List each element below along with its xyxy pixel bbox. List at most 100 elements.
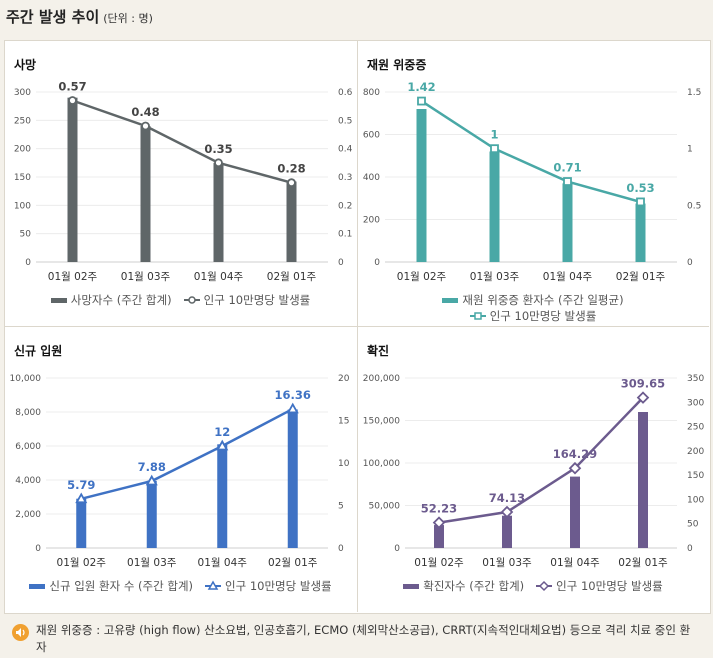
y-tick-label-left: 50 bbox=[20, 230, 32, 240]
bar bbox=[416, 109, 427, 262]
y-tick-label-left: 6,000 bbox=[15, 442, 41, 452]
y-tick-label-right: 350 bbox=[687, 374, 704, 384]
data-label: 7.88 bbox=[138, 460, 166, 474]
chart-svg-deaths: 0 50 100 150 200 250 300 0 0.1 0.2 0.3 0.4 0.5 0.6 01월… bbox=[14, 80, 353, 284]
bar bbox=[635, 203, 646, 262]
data-label: 0.53 bbox=[626, 181, 654, 195]
chart-title: 신규 입원 bbox=[14, 344, 63, 358]
bar bbox=[217, 444, 228, 548]
chart-legend: 신규 입원 환자 수 (주간 합계) 인구 10만명당 발생률 bbox=[4, 578, 357, 594]
y-tick-label-left: 0 bbox=[25, 258, 31, 268]
x-tick-label: 01월 04주 bbox=[198, 557, 248, 569]
y-tick-label-left: 200 bbox=[363, 216, 380, 226]
line-marker bbox=[286, 402, 299, 414]
y-tick-label-left: 10,000 bbox=[10, 374, 42, 384]
chart-title: 확진 bbox=[367, 344, 390, 358]
data-label: 1 bbox=[490, 128, 498, 142]
legend-bar-swatch bbox=[29, 583, 46, 589]
y-tick-label-right: 0.1 bbox=[338, 230, 352, 240]
data-label: 0.28 bbox=[277, 162, 305, 176]
legend-line-label: 인구 10만명당 발생률 bbox=[225, 579, 332, 593]
data-label: 0.57 bbox=[58, 80, 86, 94]
y-tick-label-right: 50 bbox=[687, 520, 699, 530]
y-tick-label-right: 150 bbox=[687, 471, 704, 481]
data-label: 5.79 bbox=[67, 478, 95, 492]
chart-legend: 확진자수 (주간 합계) 인구 10만명당 발생률 bbox=[357, 578, 709, 594]
y-tick-label-right: 0 bbox=[338, 544, 344, 554]
y-tick-label-right: 200 bbox=[687, 447, 704, 457]
y-tick-label-right: 0.4 bbox=[338, 145, 353, 155]
speaker-icon bbox=[12, 624, 29, 641]
chart-svg-critical: 0 200 400 600 800 0 0.5 1 1.5 01월 02주 01월 03주 01월 0… bbox=[363, 80, 702, 283]
y-tick-label-right: 300 bbox=[687, 398, 704, 408]
y-tick-label-left: 0 bbox=[394, 544, 400, 554]
legend-line-swatch bbox=[205, 580, 222, 591]
y-tick-label-right: 100 bbox=[687, 495, 704, 505]
y-tick-label-right: 250 bbox=[687, 423, 704, 433]
line-marker bbox=[636, 391, 650, 404]
x-tick-label: 01월 04주 bbox=[550, 557, 600, 569]
x-tick-label: 01월 04주 bbox=[194, 271, 244, 283]
legend-line: 인구 10만명당 발생률 bbox=[183, 292, 310, 308]
page-title: 주간 발생 추이 (단위 : 명) bbox=[6, 6, 153, 27]
bar bbox=[638, 412, 648, 548]
data-label: 1.42 bbox=[407, 80, 435, 94]
legend-line-swatch bbox=[469, 311, 486, 321]
x-tick-label: 01월 03주 bbox=[482, 557, 532, 569]
bar bbox=[434, 525, 444, 548]
bar bbox=[562, 183, 573, 262]
page-unit: (단위 : 명) bbox=[103, 12, 153, 25]
line-marker bbox=[500, 505, 514, 519]
legend-bar: 확진자수 (주간 합계) bbox=[403, 578, 524, 594]
line-marker bbox=[145, 474, 158, 486]
x-tick-label: 01월 02주 bbox=[414, 557, 464, 569]
y-tick-label-right: 5 bbox=[338, 502, 344, 512]
data-label: 74.13 bbox=[489, 491, 525, 505]
line-marker bbox=[75, 492, 88, 504]
bar bbox=[146, 480, 157, 548]
y-tick-label-left: 100,000 bbox=[363, 459, 400, 469]
line-marker bbox=[568, 461, 582, 475]
x-tick-label: 01월 02주 bbox=[48, 271, 98, 283]
y-tick-label-right: 1.5 bbox=[687, 88, 701, 98]
y-tick-label-right: 15 bbox=[338, 417, 349, 427]
y-tick-label-left: 50,000 bbox=[369, 502, 401, 512]
data-label: 16.36 bbox=[275, 388, 311, 402]
y-tick-label-right: 0 bbox=[687, 544, 693, 554]
data-label: 52.23 bbox=[421, 502, 457, 516]
chart-panel-critical: 재원 위중증 0 200 400 600 800 0 0.5 1 1.5 01월 02주 01월 0… bbox=[357, 40, 709, 326]
chart-panel-admissions: 신규 입원 0 2,000 4,000 6,000 8,000 10,000 0 5 10 15 2… bbox=[4, 326, 357, 612]
chart-panel-confirmed: 확진 0 50,000 100,000 150,000 200,000 0 50 100 150… bbox=[357, 326, 709, 612]
bar bbox=[76, 498, 87, 548]
legend-line: 인구 10만명당 발생률 bbox=[205, 578, 332, 594]
y-tick-label-right: 0.5 bbox=[338, 116, 352, 126]
bar bbox=[489, 151, 500, 262]
page-title-text: 주간 발생 추이 bbox=[6, 8, 100, 26]
line-marker bbox=[216, 439, 229, 451]
footnote-text: 재원 위중증 : 고유량 (high flow) 산소요법, 인공호흡기, EC… bbox=[36, 623, 691, 654]
line-marker bbox=[68, 96, 77, 105]
x-tick-label: 01월 04주 bbox=[543, 271, 593, 283]
footnote: 재원 위중증 : 고유량 (high flow) 산소요법, 인공호흡기, EC… bbox=[4, 614, 709, 658]
y-tick-label-right: 0.3 bbox=[338, 173, 352, 183]
legend-bar: 사망자수 (주간 합계) bbox=[50, 292, 172, 308]
y-tick-label-right: 10 bbox=[338, 459, 350, 469]
chart-panel-deaths: 사망 0 50 100 150 200 250 300 0 0.1 0.2 0.3 0.4 0.5 0.6… bbox=[4, 40, 357, 326]
y-tick-label-left: 400 bbox=[363, 173, 380, 183]
y-tick-label-right: 20 bbox=[338, 374, 350, 384]
legend-line-label: 인구 10만명당 발생률 bbox=[556, 579, 663, 593]
data-label: 164.29 bbox=[553, 447, 597, 461]
legend-bar-swatch bbox=[50, 297, 67, 303]
x-tick-label: 01월 03주 bbox=[127, 557, 177, 569]
bar bbox=[213, 162, 224, 262]
y-tick-label-left: 300 bbox=[14, 88, 31, 98]
legend-bar-label: 사망자수 (주간 합계) bbox=[70, 293, 172, 307]
y-tick-label-right: 0.5 bbox=[687, 201, 701, 211]
legend-bar-label: 신규 입원 환자 수 (주간 합계) bbox=[49, 579, 194, 593]
legend-bar-swatch bbox=[403, 583, 420, 589]
legend-bar: 재원 위중증 환자수 (주간 일평균) bbox=[442, 292, 624, 308]
y-tick-label-left: 600 bbox=[363, 131, 380, 141]
x-tick-label: 01월 02주 bbox=[397, 271, 447, 283]
series-line bbox=[420, 100, 641, 204]
legend-line: 인구 10만명당 발생률 bbox=[536, 578, 663, 594]
